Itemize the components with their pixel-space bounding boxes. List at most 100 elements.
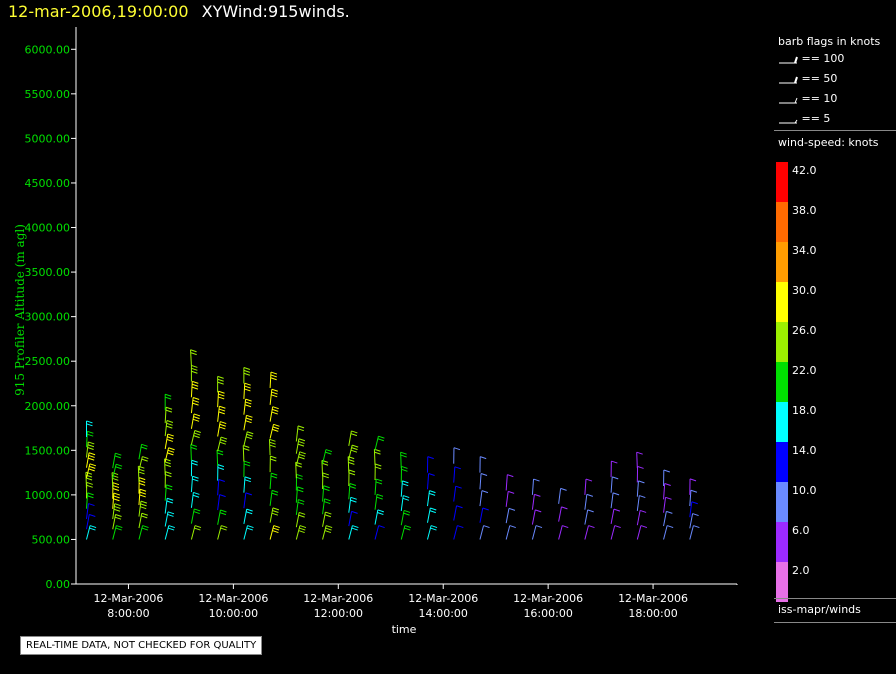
barb-flag (165, 487, 173, 491)
wind-barb (243, 525, 254, 540)
barb-flag (167, 527, 175, 531)
barb-flag (400, 451, 407, 455)
wind-barb (217, 479, 225, 496)
barb-flag (87, 430, 94, 434)
wind-barb (663, 525, 674, 540)
wind-barb (216, 449, 224, 466)
speed-bin-label: 22.0 (792, 364, 817, 377)
x-tick-time: 10:00:00 (209, 607, 258, 620)
barb-staff (347, 456, 350, 473)
barb-flag (376, 493, 384, 497)
barb-flag (272, 507, 280, 511)
legend-panel: barb flags in knots == 100 == 50 == 10 =… (774, 28, 896, 628)
barb-staff (269, 389, 273, 405)
barb-flag (402, 483, 409, 487)
barb-flag (612, 492, 620, 496)
barb-flag (138, 471, 145, 475)
barb-flag (323, 485, 330, 489)
wind-barb (295, 425, 305, 442)
barb-flag (114, 455, 121, 459)
barb-flag (297, 489, 304, 493)
barb-flag (140, 506, 147, 510)
barb-staff (242, 445, 245, 462)
barb-staff (400, 525, 406, 540)
barb-staff (348, 444, 353, 460)
barb-flag (167, 513, 174, 517)
wind-barb (85, 441, 95, 458)
barb-flag (562, 525, 569, 529)
flag-sample-icon (779, 97, 798, 104)
barb-flag (167, 433, 174, 437)
barb-flag (298, 453, 306, 457)
wind-barb (505, 474, 514, 491)
barb-flag (271, 388, 279, 392)
barb-flag (297, 425, 305, 429)
speed-color-swatch (776, 202, 788, 242)
barb-flag (165, 474, 172, 478)
barb-flag (323, 488, 330, 492)
barb-flag (194, 432, 201, 436)
barb-flag (86, 481, 93, 485)
barb-staff (243, 399, 247, 415)
barb-flag (272, 406, 279, 410)
barb-flag (164, 464, 171, 468)
barb-staff (531, 509, 536, 525)
barb-flag (193, 491, 200, 495)
x-tick-time: 12:00:00 (314, 607, 363, 620)
barb-flag (114, 516, 122, 520)
wind-barb (190, 491, 200, 508)
barb-flag (561, 506, 568, 510)
barb-flag (534, 493, 541, 497)
barb-flag (115, 466, 122, 470)
y-tick-label: 6000.00 (25, 43, 71, 56)
barb-staff (348, 483, 351, 500)
barb-flag (271, 411, 278, 415)
wind-barb (164, 525, 175, 540)
barb-flag (560, 487, 567, 491)
barb-staff (190, 444, 192, 461)
barb-flag (375, 481, 383, 485)
barb-staff (663, 525, 668, 540)
barb-staff (558, 525, 563, 540)
wind-barb (85, 492, 94, 509)
barb-flag (508, 490, 515, 494)
barb-staff (217, 436, 222, 452)
barb-flag (193, 416, 200, 420)
barb-staff (137, 466, 140, 483)
wind-barb (217, 509, 227, 525)
wind-barb (348, 483, 357, 500)
barb-staff (636, 452, 638, 469)
barb-flag (400, 454, 407, 458)
barb-flag (325, 449, 333, 453)
barb-flag (194, 525, 202, 529)
barb-flag (87, 433, 94, 437)
wind-barb (558, 487, 567, 504)
speed-bin-label: 38.0 (792, 204, 817, 217)
barb-staff (663, 497, 667, 513)
legend-divider (774, 598, 896, 599)
wind-barb (112, 492, 121, 509)
wind-barb (584, 493, 594, 510)
wind-barb (269, 455, 277, 473)
barb-flag (221, 525, 228, 529)
barb-flag (377, 512, 384, 515)
y-tick-label: 2000.00 (25, 400, 71, 413)
wind-barb (269, 423, 280, 439)
wind-barb (505, 490, 515, 507)
barb-flag (403, 495, 410, 499)
barb-flag (194, 527, 201, 531)
barb-flag (481, 490, 489, 494)
wind-barb (112, 452, 122, 469)
barb-flag (193, 435, 200, 439)
barb-staff (86, 514, 90, 530)
x-axis-label: time (392, 623, 417, 636)
wind-barb (689, 513, 699, 529)
wind-barb (190, 430, 201, 445)
wind-barb (348, 469, 356, 486)
barb-flag (219, 405, 226, 409)
barb-flag (612, 476, 619, 480)
barb-flag (535, 509, 542, 513)
barb-staff (479, 473, 482, 490)
wind-barb (269, 489, 279, 506)
wind-barb (689, 501, 698, 518)
